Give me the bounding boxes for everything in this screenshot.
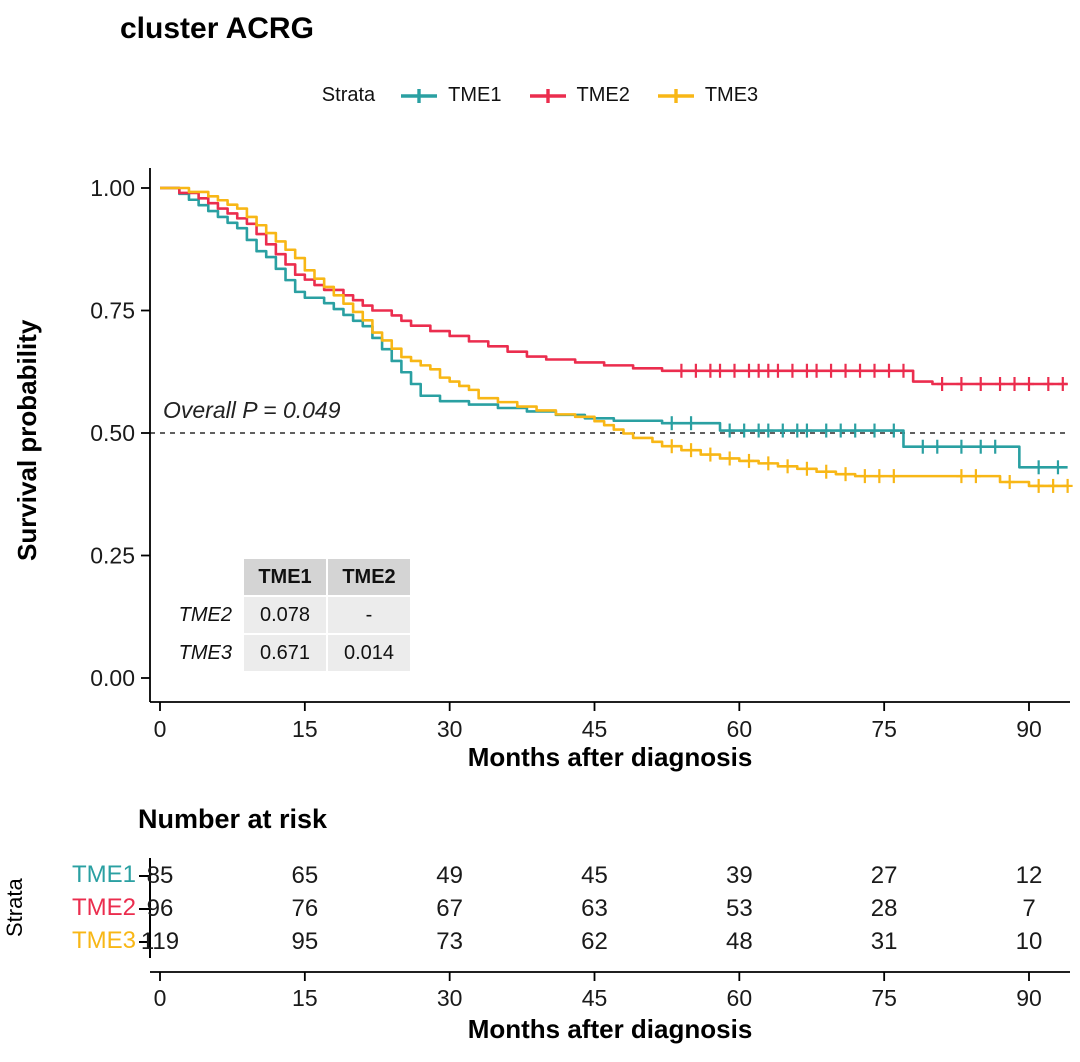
pairwise-col-header: TME2 <box>328 559 410 595</box>
survival-plot-canvas: 0.00 0.25 0.50 0.75 1.00 0 15 30 45 60 75 90 Overall… <box>90 168 1073 742</box>
pairwise-col-header: TME1 <box>244 559 326 595</box>
risk-row-label-TME2: TME2 <box>71 894 136 921</box>
risk-count-TME1-m15: 65 <box>291 862 319 889</box>
x-tick-label: 0 <box>154 716 167 742</box>
pairwise-value-cell: 0.671 <box>244 635 326 671</box>
legend-key-plus-icon <box>529 88 566 103</box>
risk-x-tick-label: 45 <box>582 985 608 1011</box>
censor-marks-TME1 <box>666 416 1063 475</box>
legend-key-plus-icon <box>657 88 694 103</box>
risk-count-TME2-m0: 96 <box>146 895 174 922</box>
risk-x-tick-label: 30 <box>437 985 463 1011</box>
risk-count-TME3-m90: 10 <box>1015 928 1043 955</box>
legend-items: TME1 TME2 TME3 <box>399 84 758 107</box>
risk-x-tick-label: 15 <box>292 985 318 1011</box>
risk-count-TME3-m30: 73 <box>436 928 463 955</box>
x-tick-label: 30 <box>437 716 463 742</box>
survival-curve-TME3 <box>160 186 1068 488</box>
legend-item-TME1: TME1 <box>399 84 502 107</box>
pairwise-value-cell: 0.014 <box>328 635 410 671</box>
survival-curve-TME2 <box>160 186 1068 386</box>
risk-row-label-TME3: TME3 <box>71 927 136 954</box>
risk-row-tick <box>139 941 149 943</box>
legend-item-label: TME2 <box>576 84 630 106</box>
survival-curve-TME1 <box>160 186 1068 469</box>
risk-count-TME3-m15: 95 <box>291 928 319 955</box>
risk-x-tick-label: 75 <box>871 985 897 1011</box>
overall-p-annotation: Overall P = 0.049 <box>163 397 341 423</box>
risk-row-tick <box>139 908 149 910</box>
risk-row-tick <box>139 875 149 877</box>
risk-x-tick-label: 90 <box>1016 985 1042 1011</box>
plot-title: cluster ACRG <box>120 12 314 45</box>
legend-item-TME2: TME2 <box>528 84 630 107</box>
legend-item-label: TME1 <box>448 84 502 106</box>
strata-axis-label: Strata <box>2 878 27 938</box>
risk-count-TME1-m0: 85 <box>146 862 174 889</box>
risk-row-label-TME1: TME1 <box>71 861 136 888</box>
y-tick-label: 0.75 <box>90 298 135 324</box>
x-axis-title: Months after diagnosis <box>467 742 753 772</box>
risk-x-axis-title: Months after diagnosis <box>467 1014 753 1044</box>
x-tick-label: 90 <box>1016 716 1042 742</box>
risk-count-TME2-m75: 28 <box>870 895 898 922</box>
risk-count-TME2-m45: 63 <box>581 895 608 922</box>
risk-count-TME1-m30: 49 <box>436 862 463 889</box>
risk-count-TME3-m45: 62 <box>581 928 608 955</box>
risk-count-TME2-m90: 7 <box>1022 895 1036 922</box>
risk-count-TME2-m30: 67 <box>436 895 463 922</box>
risk-table-axis-line <box>149 858 151 958</box>
risk-count-TME2-m60: 53 <box>725 895 753 922</box>
risk-table-x-axis: 0 15 30 45 60 75 90 <box>150 971 1070 1011</box>
risk-count-TME1-m90: 12 <box>1015 862 1043 889</box>
risk-count-TME1-m60: 39 <box>725 862 753 889</box>
x-tick-label: 60 <box>727 716 753 742</box>
legend-item-TME3: TME3 <box>656 84 758 107</box>
pairwise-corner-cell <box>150 559 242 595</box>
risk-count-TME2-m15: 76 <box>291 895 319 922</box>
risk-count-TME1-m75: 27 <box>870 862 898 889</box>
pairwise-value-cell: - <box>328 597 410 633</box>
risk-count-TME3-m60: 48 <box>725 928 753 955</box>
risk-count-TME1-m45: 45 <box>581 862 608 889</box>
pairwise-value-cell: 0.078 <box>244 597 326 633</box>
censor-marks-TME3 <box>666 439 1073 493</box>
x-tick-label: 45 <box>582 716 608 742</box>
x-tick-label: 15 <box>292 716 318 742</box>
legend: Strata TME1 TME2 TME3 <box>0 84 1080 107</box>
censor-marks-TME2 <box>676 363 1068 391</box>
pairwise-pvalue-table: TME1 TME2 TME2 0.078 - TME3 0.671 0.014 <box>150 559 410 671</box>
y-tick-label: 0.25 <box>90 543 135 569</box>
risk-x-tick-label: 0 <box>154 985 167 1011</box>
pairwise-row-label: TME3 <box>178 641 232 664</box>
legend-item-label: TME3 <box>704 84 759 106</box>
risk-table-title: Number at risk <box>138 804 328 834</box>
legend-title: Strata <box>321 84 376 106</box>
y-tick-label: 0.00 <box>90 665 135 691</box>
risk-x-tick-label: 60 <box>727 985 753 1011</box>
y-tick-label: 1.00 <box>90 175 135 201</box>
y-tick-label: 0.50 <box>90 420 135 446</box>
pairwise-row-label: TME2 <box>178 603 232 626</box>
legend-key-plus-icon <box>401 88 438 103</box>
x-tick-label: 75 <box>871 716 897 742</box>
risk-count-TME3-m75: 31 <box>870 928 898 955</box>
risk-count-TME3-m0: 119 <box>140 928 180 955</box>
